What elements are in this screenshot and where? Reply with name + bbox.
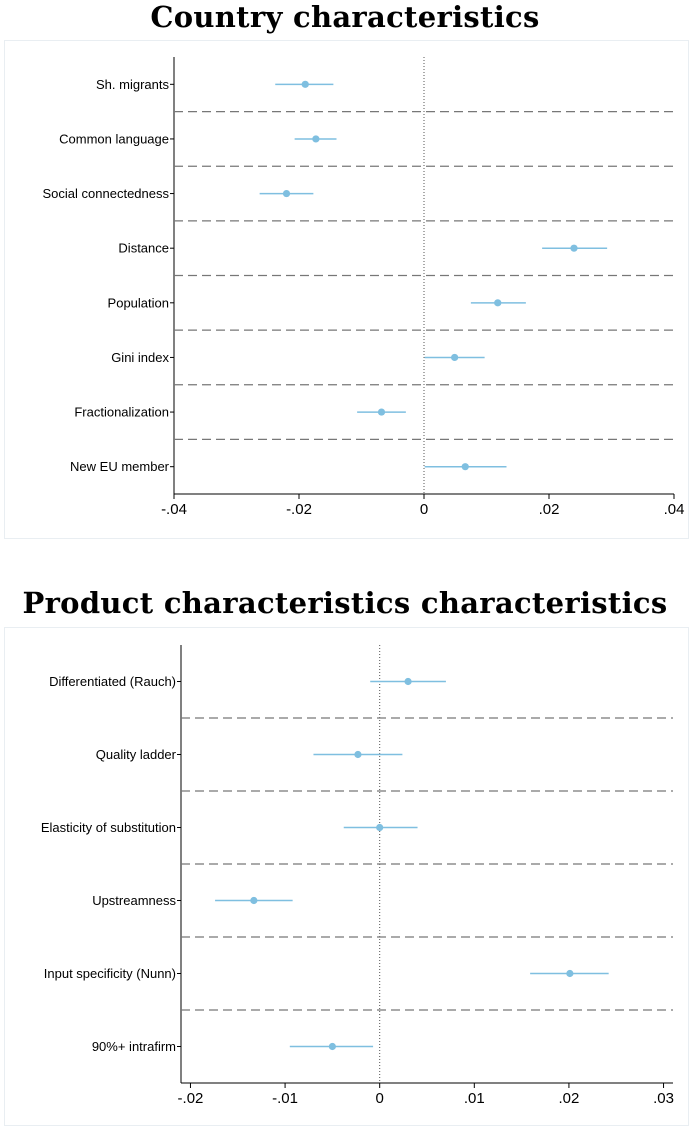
x-tick-label: 0 xyxy=(420,501,428,518)
y-tick-label: Gini index xyxy=(111,350,169,365)
y-tick-label: Fractionalization xyxy=(74,405,169,420)
point-estimate xyxy=(494,299,502,307)
chart-title-product: Product characteristics characteristics xyxy=(22,586,668,620)
x-tick-label: -.04 xyxy=(161,501,187,518)
x-tick-label: .04 xyxy=(664,501,685,518)
chart-title-country: Country characteristics xyxy=(150,0,540,34)
y-tick-label: Distance xyxy=(118,241,169,256)
chart-frame-product xyxy=(4,627,689,1126)
point-estimate xyxy=(461,463,469,471)
point-estimate xyxy=(282,189,291,198)
chart-frame-country xyxy=(4,40,689,539)
point-estimate xyxy=(570,244,578,252)
point-estimate xyxy=(301,80,309,88)
y-tick-label: New EU member xyxy=(70,459,170,474)
y-tick-label: Common language xyxy=(59,131,169,146)
point-estimate xyxy=(377,408,386,416)
y-tick-label: Social connectedness xyxy=(43,186,170,201)
x-tick-label: -.02 xyxy=(286,501,312,518)
point-estimate xyxy=(312,135,320,143)
y-tick-label: Population xyxy=(108,295,169,310)
x-tick-label: .02 xyxy=(539,501,560,518)
point-estimate xyxy=(451,353,459,362)
y-tick-label: Sh. migrants xyxy=(96,77,169,92)
